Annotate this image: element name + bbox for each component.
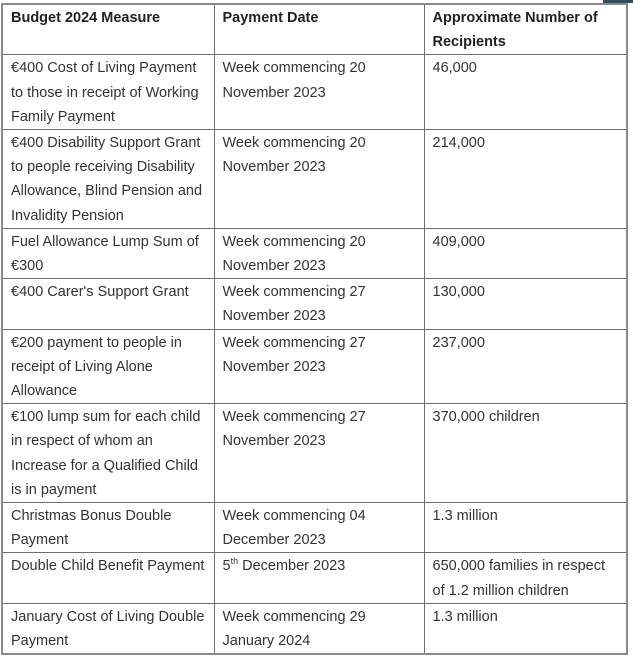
measure-cell: €200 payment to people in receipt of Liv… (1, 328, 215, 405)
budget-measures-table: Budget 2024 Measure Payment Date Approxi… (1, 3, 628, 656)
date-cell: Week commencing 20 November 2023 (213, 227, 425, 280)
date-ordinal-suffix: th (230, 556, 239, 567)
recipients-cell: 1.3 million (423, 602, 628, 655)
window-corner-decoration (603, 0, 633, 3)
recipients-cell: 370,000 children (423, 403, 628, 504)
date-day: 5 (222, 558, 231, 575)
date-cell: Week commencing 29 January 2024 (213, 602, 425, 655)
date-cell: Week commencing 04 December 2023 (213, 502, 425, 554)
date-cell: Week commencing 27 November 2023 (213, 278, 425, 330)
measure-cell: Fuel Allowance Lump Sum of €300 (1, 227, 215, 280)
recipients-cell: 46,000 (423, 54, 628, 131)
date-month-year: December 2023 (238, 558, 346, 575)
recipients-cell: 214,000 (423, 129, 628, 229)
date-cell: 5th December 2023 (213, 552, 425, 604)
recipients-cell: 650,000 families in respect of 1.2 milli… (423, 552, 628, 604)
recipients-cell: 1.3 million (423, 502, 628, 554)
recipients-cell: 409,000 (423, 227, 628, 280)
measure-cell: €400 Carer's Support Grant (1, 278, 215, 330)
date-cell: Week commencing 27 November 2023 (213, 328, 425, 405)
date-cell: Week commencing 20 November 2023 (213, 54, 425, 131)
date-cell: Week commencing 20 November 2023 (213, 129, 425, 229)
table-header-row: Budget 2024 Measure Payment Date Approxi… (1, 3, 628, 56)
measure-cell: €100 lump sum for each child in respect … (1, 403, 215, 504)
table-row: €400 Disability Support Grant to people … (1, 129, 628, 229)
table-row: Fuel Allowance Lump Sum of €300 Week comm… (1, 227, 628, 280)
table-row: €400 Cost of Living Payment to those in … (1, 54, 628, 131)
measure-cell: Christmas Bonus Double Payment (1, 502, 215, 554)
table-row: €100 lump sum for each child in respect … (1, 403, 628, 504)
header-recipients: Approximate Number of Recipients (423, 3, 628, 56)
measure-cell: January Cost of Living Double Payment (1, 602, 215, 655)
header-measure: Budget 2024 Measure (1, 3, 215, 56)
measure-cell: €400 Cost of Living Payment to those in … (1, 54, 215, 131)
header-payment-date: Payment Date (213, 3, 425, 56)
measure-cell: €400 Disability Support Grant to people … (1, 129, 215, 229)
table-row: January Cost of Living Double Payment Wee… (1, 602, 628, 655)
table-row: €200 payment to people in receipt of Liv… (1, 328, 628, 405)
recipients-cell: 130,000 (423, 278, 628, 330)
table-row: Double Child Benefit Payment 5th December… (1, 552, 628, 604)
recipients-cell: 237,000 (423, 328, 628, 405)
table-row: Christmas Bonus Double Payment Week comme… (1, 502, 628, 554)
measure-cell: Double Child Benefit Payment (1, 552, 215, 604)
date-cell: Week commencing 27 November 2023 (213, 403, 425, 504)
table-row: €400 Carer's Support Grant Week commencin… (1, 278, 628, 330)
